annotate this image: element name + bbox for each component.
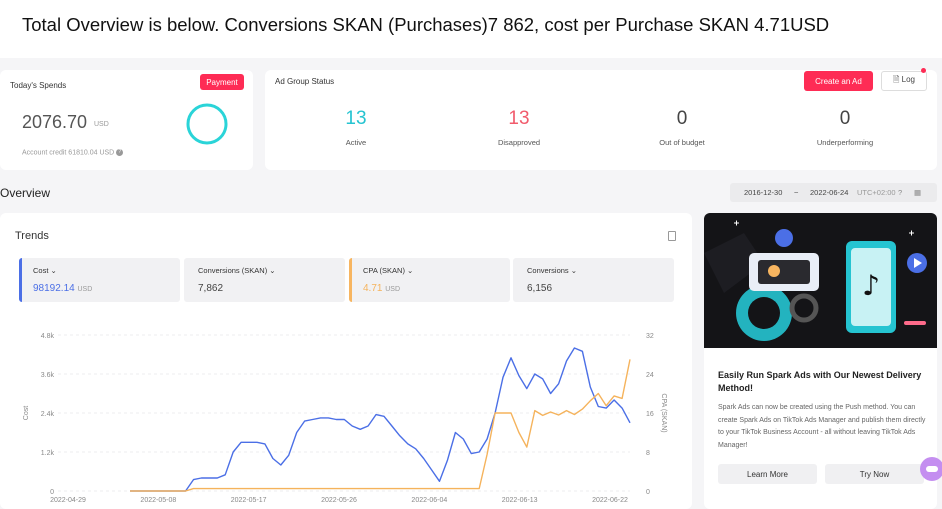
metric-name: Conversions ⌄ <box>527 266 577 275</box>
date-end: 2022-06-24 <box>810 188 849 197</box>
chevron-down-icon[interactable]: ⌄ <box>50 266 57 275</box>
spends-card: Today's Spends Payment 2076.70 USD Accou… <box>0 70 253 170</box>
payment-button[interactable]: Payment <box>200 74 244 90</box>
export-icon[interactable] <box>668 231 676 241</box>
x-tick-label: 2022-05-08 <box>140 497 176 504</box>
create-ad-button[interactable]: Create an Ad <box>804 71 873 91</box>
y-tick-label: 4.8k <box>41 333 55 340</box>
y2-tick-label: 8 <box>646 450 650 457</box>
metric-accent <box>349 258 352 302</box>
metric-name: CPA (SKAN) ⌄ <box>363 266 413 275</box>
metric-value: 7,862 <box>198 283 224 294</box>
chevron-down-icon[interactable]: ⌄ <box>269 266 276 275</box>
metric-conversions[interactable]: Conversions ⌄ 6,156 <box>513 258 674 302</box>
spend-ring-icon <box>186 103 228 145</box>
spends-amount: 2076.70 <box>22 112 88 132</box>
promo-card: ♪ Easily Run Spark Ads with Our Newest D… <box>704 213 937 509</box>
x-tick-label: 2022-05-26 <box>321 497 357 504</box>
chevron-down-icon[interactable]: ⌄ <box>407 266 414 275</box>
stat-label: Out of budget <box>659 138 705 147</box>
metric-accent <box>19 258 22 302</box>
help-icon[interactable]: ? <box>116 149 124 156</box>
log-button[interactable]: 🗎 Log <box>881 71 927 91</box>
y-tick-label: 3.6k <box>41 372 55 379</box>
date-start: 2016-12-30 <box>744 188 783 197</box>
stat-value: 0 <box>676 108 688 129</box>
series-line-cost <box>130 347 631 492</box>
metric-cost[interactable]: Cost ⌄ 98192.14 USD <box>19 258 180 302</box>
y-tick-label: 2.4k <box>41 411 55 418</box>
metric-name: Cost ⌄ <box>33 266 57 275</box>
chat-support-icon[interactable] <box>920 457 942 481</box>
chevron-down-icon[interactable]: ⌄ <box>570 266 578 275</box>
metric-value: 6,156 <box>527 283 553 294</box>
calendar-icon[interactable]: ▦ <box>914 188 922 197</box>
date-separator: ~ <box>794 188 799 197</box>
metric-unit: USD <box>77 286 93 293</box>
caption-bar: Total Overview is below. Conversions SKA… <box>0 0 942 58</box>
trend-chart: 0 0 1.2k 8 2.4k 16 3.6k 24 4.8k 32 Cost CPA (SKAN) 2… <box>23 333 667 504</box>
metric-value-text: 4.71 <box>363 283 383 294</box>
metric-unit: USD <box>385 286 401 293</box>
trends-card: Trends Cost ⌄ 98192.14 USD Conversions (… <box>0 213 692 509</box>
metric-value: 98192.14 USD <box>33 283 92 294</box>
notification-dot <box>921 68 926 73</box>
log-icon: 🗎 <box>892 75 902 84</box>
try-now-button[interactable]: Try Now <box>825 464 924 484</box>
timezone: UTC+02:00 <box>857 188 896 197</box>
account-credit: Account credit 61810.04 USD? <box>22 149 124 157</box>
y2-tick-label: 24 <box>646 372 654 379</box>
help-icon[interactable]: ? <box>898 188 903 197</box>
metric-name-text: CPA (SKAN) <box>363 266 405 275</box>
ad-group-status-label: Ad Group Status <box>275 77 335 86</box>
ad-group-status-card: Ad Group Status Create an Ad 🗎 Log 13 Ac… <box>265 68 937 170</box>
spends-unit: USD <box>94 121 109 128</box>
log-button-label: Log <box>901 75 915 84</box>
y-tick-label: 0 <box>50 489 54 496</box>
learn-more-button[interactable]: Learn More <box>718 464 817 484</box>
stat-label: Active <box>345 138 367 147</box>
promo-title: Easily Run Spark Ads with Our Newest Del… <box>718 370 922 393</box>
stat-label: Underperforming <box>816 138 874 147</box>
series-line-cpa-skan- <box>130 359 631 492</box>
metric-value-text: 98192.14 <box>33 283 75 294</box>
y2-tick-label: 32 <box>646 333 654 340</box>
spends-label: Today's Spends <box>10 81 67 90</box>
x-tick-label: 2022-06-13 <box>502 497 538 504</box>
stat-value: 13 <box>508 108 530 129</box>
trends-title: Trends <box>15 230 49 242</box>
stat-value: 0 <box>839 108 851 129</box>
metric-conversions-skan[interactable]: Conversions (SKAN) ⌄ 7,862 <box>184 258 345 302</box>
x-tick-label: 2022-04-29 <box>50 497 86 504</box>
stat-disapproved[interactable]: 13 Disapproved <box>454 108 584 147</box>
x-tick-label: 2022-05-17 <box>231 497 267 504</box>
account-credit-text: Account credit 61810.04 USD <box>22 149 115 157</box>
caption-text: Total Overview is below. Conversions SKA… <box>22 14 830 35</box>
x-tick-label: 2022-06-22 <box>592 497 628 504</box>
metric-cpa-skan[interactable]: CPA (SKAN) ⌄ 4.71 USD <box>349 258 510 302</box>
metric-value: 4.71 USD <box>363 283 400 294</box>
promo-body: Spark Ads can now be created using the P… <box>718 404 926 449</box>
stat-underperforming[interactable]: 0 Underperforming <box>780 108 910 147</box>
spark-ads-illustration: ♪ <box>704 213 937 348</box>
y2-tick-label: 0 <box>646 489 650 496</box>
x-tick-label: 2022-06-04 <box>411 497 447 504</box>
metric-name: Conversions (SKAN) ⌄ <box>198 266 276 275</box>
stat-value: 13 <box>345 108 367 129</box>
svg-text:♪: ♪ <box>862 269 880 302</box>
date-range-picker[interactable]: 2016-12-30 ~ 2022-06-24 UTC+02:00 ? ▦ <box>730 183 937 202</box>
metric-name-text: Cost <box>33 266 49 275</box>
metric-name-text: Conversions (SKAN) <box>198 266 268 275</box>
y-tick-label: 1.2k <box>41 450 55 457</box>
y2-axis-label: CPA (SKAN) <box>660 393 667 432</box>
y2-tick-label: 16 <box>646 411 654 418</box>
metric-name-text: Conversions <box>527 266 569 275</box>
y-axis-label: Cost <box>23 406 30 420</box>
stat-label: Disapproved <box>497 138 541 147</box>
stat-active[interactable]: 13 Active <box>291 108 421 147</box>
overview-title: Overview <box>0 186 51 200</box>
stat-out-of-budget[interactable]: 0 Out of budget <box>617 108 747 147</box>
